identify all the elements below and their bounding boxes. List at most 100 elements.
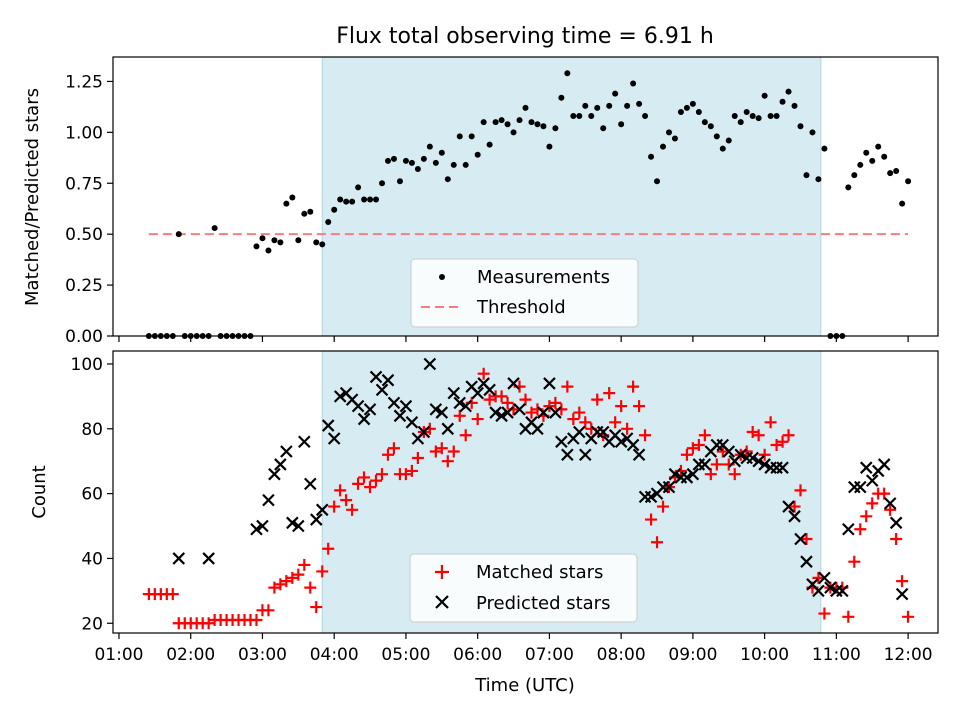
matched-star-point xyxy=(752,429,765,442)
measurement-point xyxy=(713,133,720,140)
measurement-point xyxy=(534,121,541,128)
predicted-star-point xyxy=(375,383,389,397)
measurement-point xyxy=(857,161,864,168)
measurement-point xyxy=(319,241,326,248)
measurement-point xyxy=(749,113,756,120)
top-panel: Flux total observing time = 6.91 h 0.000… xyxy=(22,24,939,347)
measurement-point xyxy=(791,102,798,109)
predicted-star-point xyxy=(489,406,502,419)
legend-measurements-label: Measurements xyxy=(477,267,610,288)
y-tick-label: 1.00 xyxy=(65,123,103,143)
x-tick-label: 09:00 xyxy=(668,645,717,665)
matched-star-point xyxy=(794,484,807,497)
measurement-point xyxy=(642,113,649,120)
matched-star-point xyxy=(680,448,693,461)
matched-star-point xyxy=(471,413,484,426)
top-y-axis-label: Matched/Predicted stars xyxy=(22,88,43,306)
predicted-star-point xyxy=(543,377,556,390)
predicted-star-point xyxy=(573,425,586,439)
measurement-point xyxy=(594,104,601,111)
measurement-point xyxy=(719,145,726,152)
bottom-x-ticks: 01:00 02:00 03:00 04:00 05:00 06:00 07:00 08:00… xyxy=(94,633,933,665)
matched-star-point xyxy=(621,422,634,435)
measurement-point xyxy=(390,155,397,162)
matched-star-point xyxy=(609,416,622,429)
measurement-point xyxy=(654,178,661,185)
measurement-point xyxy=(265,247,272,254)
matched-star-point xyxy=(758,448,771,461)
measurement-point xyxy=(600,125,607,132)
measurement-point xyxy=(821,145,828,152)
matched-star-point xyxy=(615,400,628,413)
predicted-star-point xyxy=(752,454,765,468)
matched-star-point xyxy=(782,429,795,442)
matched-star-point xyxy=(352,477,365,490)
predicted-star-point xyxy=(286,516,299,530)
matched-star-point xyxy=(639,429,652,442)
measurement-point xyxy=(283,200,290,207)
matched-star-point xyxy=(304,581,317,594)
measurement-point xyxy=(869,157,876,164)
predicted-star-point xyxy=(812,584,825,598)
matched-star-point xyxy=(477,367,490,380)
matched-star-point xyxy=(346,503,359,516)
predicted-star-point xyxy=(369,370,383,384)
y-tick-label: 80 xyxy=(81,420,103,440)
predicted-star-point xyxy=(842,522,855,536)
predicted-star-point xyxy=(405,416,419,429)
measurement-point xyxy=(743,108,750,115)
measurement-point xyxy=(474,151,481,158)
predicted-star-point xyxy=(788,510,801,523)
measurement-point xyxy=(432,159,439,166)
measurement-point xyxy=(504,121,511,128)
x-tick-label: 02:00 xyxy=(166,645,215,665)
measurement-points xyxy=(145,70,912,339)
measurement-point xyxy=(301,210,308,217)
predicted-star-point xyxy=(327,432,341,445)
matched-star-point xyxy=(459,429,472,442)
predicted-star-point xyxy=(471,386,484,400)
measurement-point xyxy=(636,100,643,107)
measurement-point xyxy=(361,196,368,203)
measurement-point xyxy=(373,196,380,203)
matched-star-point xyxy=(340,494,353,507)
matched-star-point xyxy=(328,500,341,513)
x-tick-label: 12:00 xyxy=(884,645,933,665)
measurement-point xyxy=(396,178,403,185)
measurement-point xyxy=(277,239,284,246)
x-tick-label: 10:00 xyxy=(740,645,789,665)
measurement-point xyxy=(665,129,672,136)
predicted-star-point xyxy=(686,467,700,481)
matched-star-point xyxy=(364,481,377,494)
x-tick-label: 08:00 xyxy=(597,645,646,665)
measurement-point xyxy=(863,149,870,156)
predicted-star-point xyxy=(561,448,574,462)
matched-star-point xyxy=(316,565,329,578)
predicted-star-point xyxy=(579,448,592,462)
y-tick-label: 0.75 xyxy=(65,174,103,194)
matched-star-point xyxy=(387,442,400,455)
measurement-point xyxy=(325,218,332,225)
predicted-star-point xyxy=(782,500,795,513)
matched-star-point xyxy=(788,500,801,513)
measurement-point xyxy=(408,159,415,166)
predicted-star-point xyxy=(280,445,293,458)
measurement-point xyxy=(480,119,487,126)
matched-star-point xyxy=(411,451,424,464)
matched-star-point xyxy=(579,416,592,429)
bottom-y-axis-label: Count xyxy=(29,465,50,518)
matched-star-point xyxy=(633,400,646,413)
predicted-star-point xyxy=(507,377,520,390)
measurement-point xyxy=(355,184,362,191)
y-tick-label: 1.25 xyxy=(65,72,103,92)
measurement-point xyxy=(385,157,391,164)
measurement-point xyxy=(349,198,356,205)
measurement-point xyxy=(725,137,732,144)
matched-star-point xyxy=(902,610,915,623)
predicted-stars-points xyxy=(172,357,909,601)
predicted-star-point xyxy=(274,458,287,471)
matched-star-point xyxy=(651,536,664,549)
chart-title: Flux total observing time = 6.91 h xyxy=(336,24,714,49)
measurement-point xyxy=(737,119,744,126)
